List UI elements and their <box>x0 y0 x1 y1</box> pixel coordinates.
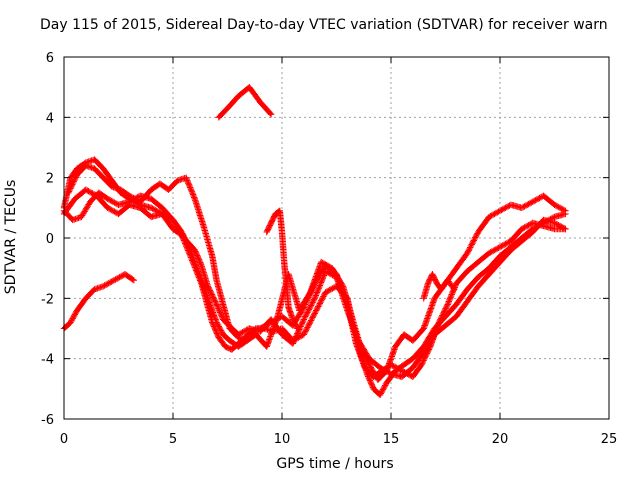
axis-ticks: 0 5 10 15 20 25 -6 -4 -2 0 2 4 6 <box>41 51 617 447</box>
x-tick-label: 15 <box>383 432 400 447</box>
series-8 <box>420 271 458 302</box>
chart-title: Day 115 of 2015, Sidereal Day-to-day VTE… <box>40 17 608 33</box>
y-tick-label: 6 <box>46 51 54 66</box>
x-tick-label: 5 <box>169 432 177 447</box>
series-6 <box>215 84 275 121</box>
y-tick-label: 4 <box>46 111 54 126</box>
series-8-markers <box>420 271 458 302</box>
y-tick-label: -4 <box>41 353 54 368</box>
series-6-markers <box>215 84 275 121</box>
y-axis-label: SDTVAR / TECUs <box>3 179 19 295</box>
series-1-markers <box>60 271 137 332</box>
x-tick-label: 10 <box>274 432 291 447</box>
x-tick-label: 20 <box>492 432 509 447</box>
data-points <box>60 84 569 399</box>
y-tick-label: 2 <box>46 172 54 187</box>
y-tick-label: -2 <box>41 292 54 307</box>
x-tick-label: 25 <box>601 432 618 447</box>
x-axis-label: GPS time / hours <box>276 456 394 472</box>
y-tick-label: 0 <box>46 232 54 247</box>
y-tick-label: -6 <box>41 413 54 428</box>
series-7-markers <box>263 207 301 332</box>
series-7 <box>263 207 301 332</box>
series-1 <box>60 271 137 332</box>
x-tick-label: 0 <box>60 432 68 447</box>
grid-lines <box>64 57 609 419</box>
